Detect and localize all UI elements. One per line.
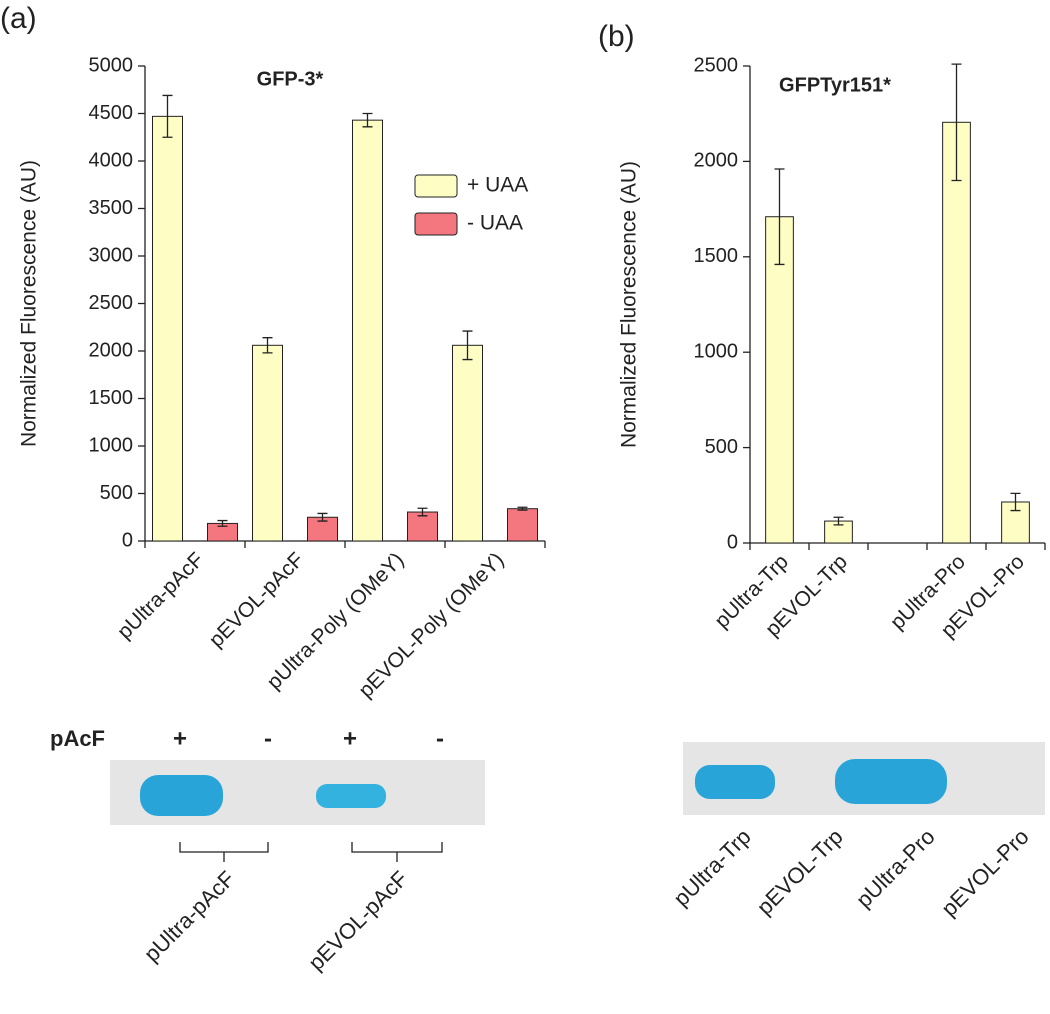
legend-label: + UAA [467, 174, 528, 197]
gel-lane-label: + [173, 725, 187, 752]
gel-lane-label: pEVOL-Trp [752, 824, 848, 920]
legend-swatch [414, 174, 458, 198]
y-tick-label: 2500 [694, 54, 739, 76]
bar [152, 115, 183, 542]
y-tick-label: 1000 [694, 340, 739, 362]
y-axis-label: Normalized Fluorescence (AU) [18, 160, 41, 447]
y-tick-label: 0 [122, 529, 133, 551]
y-tick-label: 1500 [89, 387, 134, 409]
gel-band [695, 765, 775, 799]
gel-row-label: pAcF [50, 726, 105, 751]
error-bar [951, 63, 962, 182]
bar [452, 344, 483, 542]
x-tick-label: pEVOL-pAcF [205, 548, 309, 652]
gel-bracket [179, 842, 443, 862]
gel-band [316, 784, 386, 808]
gel-band [140, 775, 223, 816]
y-tick-label: 500 [100, 482, 133, 504]
y-tick-label: 2000 [89, 339, 134, 361]
gel-lane-label: - [264, 725, 272, 752]
gel-group-label: pEVOL-pAcF [303, 866, 412, 975]
y-tick-label: 500 [705, 436, 738, 458]
gel-band [835, 759, 947, 804]
bar [352, 119, 383, 542]
panel-label: (b) [598, 20, 635, 53]
y-tick-label: 1500 [694, 245, 739, 267]
y-tick-label: 3000 [89, 244, 134, 266]
axis-line [749, 66, 1045, 544]
gel-lane-label: pUltra-Pro [851, 824, 940, 913]
gel-b: pUltra-Trp pEVOL-Trp pUltra-Pro pEVOL-Pr… [669, 742, 1045, 921]
y-tick-label: 1000 [89, 434, 134, 456]
error-bar [517, 506, 528, 511]
error-bar [462, 330, 473, 361]
bar [765, 216, 794, 544]
bar [252, 344, 283, 542]
y-axis-label: Normalized Fluorescence (AU) [618, 161, 641, 448]
gel-lane-label: + [343, 725, 357, 752]
y-tick-label: 4000 [89, 149, 134, 171]
error-bar [774, 168, 785, 266]
error-bar [317, 512, 328, 522]
error-bar [1010, 492, 1021, 512]
bar [407, 511, 438, 542]
y-tick-label: 2500 [89, 292, 134, 314]
error-bar [262, 337, 273, 354]
y-tick-label: 5000 [89, 54, 134, 76]
panel-label: (a) [0, 2, 37, 35]
x-tick-label: pUltra-pAcF [113, 548, 208, 643]
y-tick-label: 2000 [694, 150, 739, 172]
bar [942, 121, 971, 544]
chart-title: GFPTyr151* [779, 74, 891, 96]
legend-label: - UAA [467, 212, 523, 235]
error-bar [162, 94, 173, 138]
gel-lane-label: pEVOL-Pro [936, 824, 1033, 921]
y-tick-label: 4500 [89, 102, 134, 124]
chart-title: GFP-3* [257, 68, 324, 90]
error-bar [362, 112, 373, 128]
error-bar [417, 507, 428, 517]
gel-lane-label: - [436, 725, 444, 752]
gel-lane-label: pUltra-Trp [669, 824, 756, 911]
legend-swatch [414, 212, 458, 236]
gel-a: pAcF + - + - pUltra-pAcF pEVOL-pAcF [50, 725, 485, 975]
axis-line [144, 66, 545, 542]
y-tick-label: 0 [727, 531, 738, 553]
gel-group-label: pUltra-pAcF [139, 866, 240, 967]
error-bar [833, 516, 844, 526]
y-tick-label: 3500 [89, 197, 134, 219]
error-bar [217, 519, 228, 527]
bar [507, 508, 538, 542]
